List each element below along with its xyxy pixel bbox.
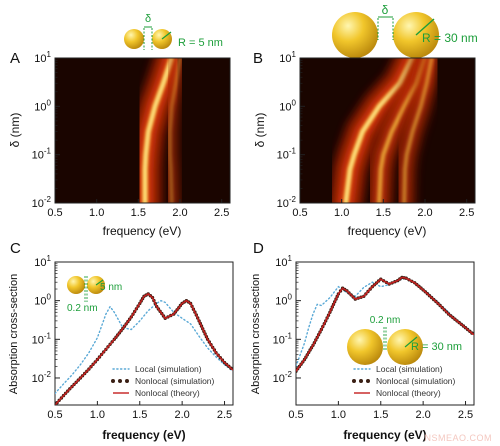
gap-marker: [143, 26, 153, 50]
series-line: [55, 299, 233, 395]
radius-label: R = 30 nm: [411, 341, 462, 353]
x-tick-label: 2.5: [214, 207, 229, 219]
y-tick-label: 10-1: [273, 331, 293, 346]
x-tick-label: 2.5: [459, 207, 474, 219]
band-core: [168, 58, 182, 203]
legend-label: Nonlocal (simulation): [135, 376, 215, 386]
radius-label: 5 nm: [100, 282, 122, 293]
schematic-d: 0.2 nm R = 30 nm: [347, 315, 462, 365]
radius-arrow: [404, 336, 418, 348]
x-axis-label: frequency (eV): [103, 224, 182, 238]
gap-label: 0.2 nm: [370, 315, 401, 326]
sphere-icon: [347, 329, 383, 365]
sphere-icon: [67, 276, 85, 294]
plot-frame: [54, 57, 231, 204]
x-tick-label: 2.5: [217, 409, 232, 421]
sphere-icon: [124, 29, 144, 49]
y-tick-label: 100: [34, 98, 51, 113]
x-tick-label: 1.5: [376, 207, 391, 219]
x-tick-label: 0.5: [292, 207, 307, 219]
legend-marker: [359, 379, 363, 383]
sphere-icon: [332, 12, 378, 58]
y-axis-label: Absorption cross-section: [8, 274, 20, 394]
x-tick-label: 1.5: [132, 409, 147, 421]
heatmap-b: 0.5 1.0 1.5 2.0 2.5 10-2 10-1 100 101 frequency …: [253, 50, 476, 238]
y-tick-label: 10-2: [277, 195, 297, 210]
legend-label: Nonlocal (simulation): [376, 376, 456, 386]
radius-arrow: [161, 31, 172, 40]
radius-label: R = 5 nm: [178, 37, 223, 49]
watermark: NSMEAO.COM: [424, 433, 492, 443]
y-axis-label: δ (nm): [253, 113, 267, 148]
legend-marker: [352, 379, 356, 383]
band-core: [402, 58, 434, 203]
delta-label: δ: [145, 13, 151, 25]
panel-letter-a: A: [10, 50, 20, 67]
radius-arrow: [95, 279, 104, 286]
x-tick-label: 1.0: [334, 207, 349, 219]
x-axis-label: frequency (eV): [102, 428, 185, 442]
schematic-c: 5 nm 0.2 nm: [67, 276, 122, 314]
legend-marker: [366, 379, 370, 383]
heatmap-a: 0.5 1.0 1.5 2.0 2.5 10-2 10-1 100 101 frequency …: [8, 50, 231, 238]
y-tick-label: 10-2: [32, 195, 52, 210]
x-tick-label: 0.5: [47, 207, 62, 219]
band-highlight: [144, 58, 173, 203]
legend-label: Local (simulation): [376, 364, 443, 374]
plot-frame: [295, 261, 475, 406]
x-tick-label: 2.0: [174, 409, 189, 421]
x-tick-label: 2.0: [417, 207, 432, 219]
legend-marker: [111, 379, 115, 383]
y-axis-label: δ (nm): [8, 113, 22, 148]
line-chart-c: 0.5 1.0 1.5 2.0 2.5 10-2 10-1 100 101 5 nm 0.2 n…: [8, 254, 234, 442]
legend-marker: [125, 379, 129, 383]
y-tick-label: 10-1: [277, 147, 297, 162]
y-tick-label: 101: [279, 50, 296, 65]
delta-label: δ: [382, 3, 389, 17]
x-tick-label: 2.0: [415, 409, 430, 421]
plot-frame: [299, 57, 476, 204]
x-tick-label: 2.5: [458, 409, 473, 421]
x-tick-label: 2.0: [172, 207, 187, 219]
gap-label: 0.2 nm: [67, 303, 98, 314]
y-tick-label: 101: [34, 50, 51, 65]
y-axis-label: Absorption cross-section: [250, 274, 262, 394]
y-tick-label: 100: [275, 293, 292, 308]
x-axis-label: frequency (eV): [348, 224, 427, 238]
band-highlight: [345, 58, 414, 203]
legend-label: Local (simulation): [135, 364, 202, 374]
radius-arrow: [415, 18, 435, 36]
y-tick-label: 10-1: [32, 331, 52, 346]
series-line: [55, 292, 233, 405]
x-axis-label: frequency (eV): [343, 428, 426, 442]
legend-label: Nonlocal (theory): [376, 388, 441, 398]
legend-label: Nonlocal (theory): [135, 388, 200, 398]
gap-marker: [377, 16, 394, 40]
x-tick-label: 0.5: [288, 409, 303, 421]
radius-label: R = 30 nm: [422, 31, 478, 45]
series-line: [296, 276, 474, 372]
panel-letter-d: D: [253, 240, 264, 257]
legend-marker: [118, 379, 122, 383]
y-tick-label: 10-2: [273, 370, 293, 385]
y-tick-label: 101: [275, 254, 292, 269]
panel-letter-c: C: [10, 240, 21, 257]
line-chart-d: 0.5 1.0 1.5 2.0 2.5 10-2 10-1 100 101 0.2 nm R =…: [250, 254, 475, 442]
y-tick-label: 10-1: [32, 147, 52, 162]
schematic-b: δ R = 30 nm: [332, 3, 478, 58]
x-tick-label: 1.5: [373, 409, 388, 421]
x-tick-label: 1.0: [90, 409, 105, 421]
y-tick-label: 100: [34, 293, 51, 308]
x-tick-label: 1.5: [131, 207, 146, 219]
x-tick-label: 0.5: [47, 409, 62, 421]
x-tick-label: 1.0: [331, 409, 346, 421]
panel-letter-b: B: [253, 50, 263, 67]
schematic-a: δ R = 5 nm: [124, 13, 223, 50]
y-tick-label: 100: [279, 98, 296, 113]
y-tick-label: 101: [34, 254, 51, 269]
x-tick-label: 1.0: [89, 207, 104, 219]
y-tick-label: 10-2: [32, 370, 52, 385]
